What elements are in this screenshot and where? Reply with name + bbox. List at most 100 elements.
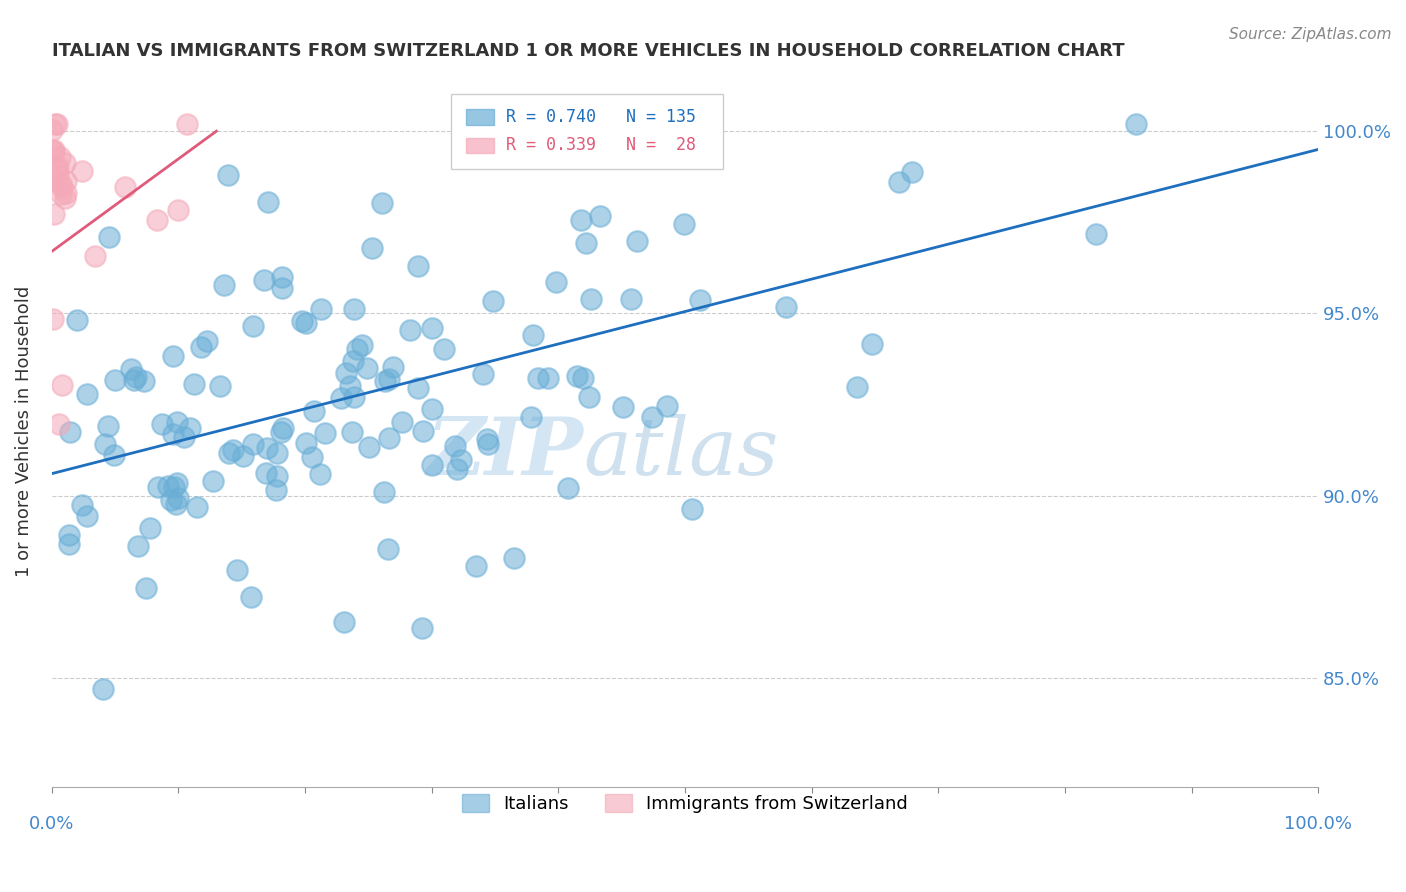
Point bbox=[51, 377, 73, 392]
Point bbox=[672, 217, 695, 231]
Point bbox=[97, 419, 120, 434]
Point bbox=[569, 212, 592, 227]
Point bbox=[76, 508, 98, 523]
Point bbox=[444, 439, 467, 453]
Point bbox=[41, 170, 63, 185]
Point bbox=[162, 426, 184, 441]
Point bbox=[256, 441, 278, 455]
Point bbox=[186, 500, 208, 514]
Point bbox=[502, 551, 524, 566]
Point bbox=[544, 276, 567, 290]
Point bbox=[343, 390, 366, 404]
Y-axis label: 1 or more Vehicles in Household: 1 or more Vehicles in Household bbox=[15, 286, 32, 577]
Point bbox=[48, 150, 70, 164]
Point bbox=[578, 390, 600, 404]
Point bbox=[382, 360, 405, 375]
Point bbox=[157, 478, 180, 492]
Point bbox=[166, 415, 188, 429]
Point bbox=[242, 318, 264, 333]
Point bbox=[575, 235, 598, 250]
Point bbox=[91, 681, 114, 696]
Point bbox=[450, 453, 472, 467]
Point bbox=[266, 468, 288, 483]
Point bbox=[477, 437, 499, 451]
Point bbox=[202, 474, 225, 488]
Point bbox=[655, 399, 678, 413]
Point bbox=[464, 559, 486, 574]
Text: R = 0.339   N =  28: R = 0.339 N = 28 bbox=[506, 136, 696, 154]
Point bbox=[887, 175, 910, 189]
Point bbox=[526, 370, 548, 384]
Point bbox=[377, 541, 399, 556]
Text: ITALIAN VS IMMIGRANTS FROM SWITZERLAND 1 OR MORE VEHICLES IN HOUSEHOLD CORRELATI: ITALIAN VS IMMIGRANTS FROM SWITZERLAND 1… bbox=[52, 42, 1125, 60]
Point bbox=[209, 379, 232, 393]
Point bbox=[406, 260, 429, 274]
Point bbox=[94, 437, 117, 451]
Point bbox=[183, 376, 205, 391]
Point bbox=[253, 273, 276, 287]
Point bbox=[294, 316, 316, 330]
Point bbox=[266, 446, 288, 460]
Point bbox=[44, 145, 66, 159]
Point bbox=[411, 622, 433, 636]
Point bbox=[357, 440, 380, 454]
Point bbox=[49, 186, 72, 201]
Point bbox=[257, 195, 280, 210]
Point bbox=[391, 415, 413, 429]
Text: Source: ZipAtlas.com: Source: ZipAtlas.com bbox=[1229, 27, 1392, 42]
Point bbox=[520, 409, 543, 424]
Point bbox=[53, 191, 76, 205]
Point bbox=[55, 186, 77, 200]
Point bbox=[361, 241, 384, 255]
Point bbox=[148, 480, 170, 494]
Text: R = 0.740   N = 135: R = 0.740 N = 135 bbox=[506, 108, 696, 126]
Point bbox=[475, 432, 498, 446]
Point bbox=[70, 498, 93, 512]
Point bbox=[589, 209, 612, 223]
Point bbox=[239, 590, 262, 604]
Point bbox=[76, 387, 98, 401]
Point bbox=[624, 117, 647, 131]
Point bbox=[266, 483, 288, 497]
Point bbox=[138, 521, 160, 535]
Point bbox=[612, 400, 634, 414]
Point bbox=[314, 425, 336, 440]
Point bbox=[356, 361, 378, 376]
Point bbox=[270, 425, 292, 439]
Point bbox=[44, 117, 66, 131]
Legend: Italians, Immigrants from Switzerland: Italians, Immigrants from Switzerland bbox=[454, 787, 915, 821]
Point bbox=[571, 371, 593, 385]
Point bbox=[1125, 117, 1147, 131]
Point bbox=[98, 230, 121, 244]
Point bbox=[446, 462, 468, 476]
Point bbox=[352, 337, 374, 351]
Point bbox=[626, 234, 648, 248]
Point bbox=[333, 615, 356, 630]
Point bbox=[55, 156, 77, 170]
Point bbox=[619, 293, 641, 307]
Point bbox=[165, 496, 187, 510]
Point bbox=[173, 430, 195, 444]
Point bbox=[420, 458, 443, 472]
Point bbox=[640, 409, 662, 424]
Point bbox=[84, 249, 107, 263]
Text: ZIP: ZIP bbox=[427, 414, 583, 491]
Point bbox=[681, 502, 703, 516]
Point bbox=[408, 380, 430, 394]
Point bbox=[565, 368, 588, 383]
Point bbox=[301, 450, 323, 464]
FancyBboxPatch shape bbox=[451, 95, 723, 169]
Point bbox=[103, 373, 125, 387]
Point bbox=[167, 491, 190, 506]
Point bbox=[343, 301, 366, 316]
Point bbox=[412, 424, 434, 438]
Point bbox=[254, 466, 277, 480]
Point bbox=[557, 481, 579, 495]
Point bbox=[374, 374, 396, 388]
Point bbox=[222, 442, 245, 457]
Point bbox=[845, 380, 868, 394]
Point bbox=[471, 368, 494, 382]
Point bbox=[55, 174, 77, 188]
Point bbox=[114, 179, 136, 194]
Point bbox=[232, 450, 254, 464]
